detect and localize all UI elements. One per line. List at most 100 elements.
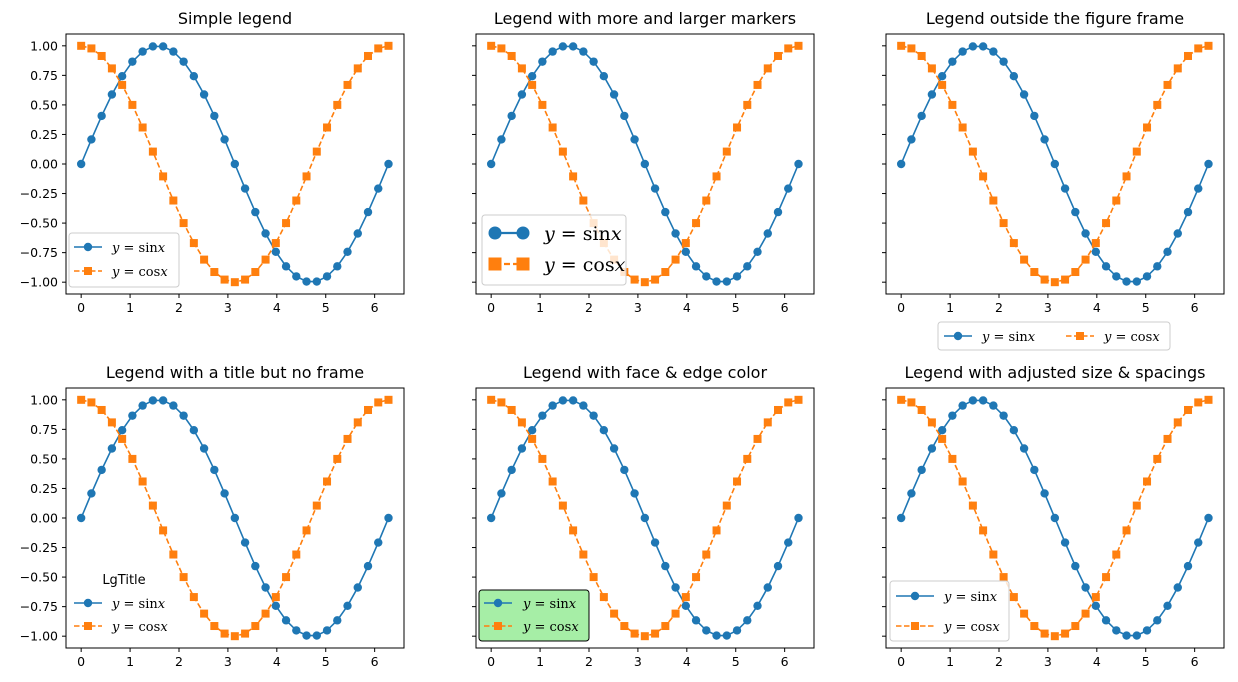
legend-label-part: = xyxy=(951,590,970,605)
data-point-cos xyxy=(753,80,762,89)
legend-label-part: x xyxy=(158,241,166,256)
data-point-cos xyxy=(999,219,1008,228)
data-point-cos xyxy=(312,501,321,510)
x-tick-label: 2 xyxy=(175,654,183,669)
data-point-sin xyxy=(189,425,199,435)
data-point-sin xyxy=(558,42,568,51)
data-point-sin xyxy=(927,90,937,99)
data-point-cos xyxy=(958,477,967,486)
data-point-sin xyxy=(322,272,332,281)
data-point-sin xyxy=(333,262,342,271)
y-tick-label: −1.00 xyxy=(20,275,58,290)
data-point-cos xyxy=(292,196,301,205)
data-point-sin xyxy=(1019,444,1029,453)
data-point-sin xyxy=(117,71,127,81)
x-tick-label: 3 xyxy=(224,654,232,669)
data-point-sin xyxy=(620,111,629,121)
data-point-sin xyxy=(1009,71,1019,81)
legend-label-part: x xyxy=(571,620,579,635)
data-point-sin xyxy=(896,159,906,169)
legend-label-part: = xyxy=(530,620,549,635)
data-point-sin xyxy=(384,513,393,523)
data-point-cos xyxy=(179,573,188,582)
data-point-cos xyxy=(927,418,936,427)
y-tick-label: −0.75 xyxy=(20,245,58,260)
data-point-cos xyxy=(148,147,157,156)
data-point-sin xyxy=(343,247,352,257)
x-tick-label: 5 xyxy=(732,654,740,669)
chart-title: Legend with a title but no frame xyxy=(106,363,364,382)
y-tick-label: −0.50 xyxy=(20,570,58,585)
chart-title: Simple legend xyxy=(178,9,292,28)
data-point-sin xyxy=(702,272,711,281)
data-point-cos xyxy=(651,275,660,284)
data-point-cos xyxy=(251,268,260,277)
data-point-cos xyxy=(169,550,178,559)
legend-label-cos: y = cosx xyxy=(111,265,168,280)
data-point-sin xyxy=(107,444,117,453)
data-point-cos xyxy=(1081,255,1090,264)
legend-label-sin: y = sinx xyxy=(522,597,577,612)
data-point-cos xyxy=(1194,44,1203,53)
x-tick-label: 3 xyxy=(634,300,642,315)
data-point-sin xyxy=(579,401,588,410)
data-point-sin xyxy=(732,272,742,281)
data-point-sin xyxy=(199,444,209,453)
data-point-sin xyxy=(1173,583,1182,592)
data-point-cos xyxy=(548,477,557,486)
data-point-sin xyxy=(548,401,557,410)
data-point-sin xyxy=(158,396,168,405)
data-point-cos xyxy=(712,172,721,181)
data-point-cos xyxy=(569,172,578,181)
y-tick-label: 0.75 xyxy=(30,422,58,437)
data-point-sin xyxy=(486,513,496,523)
data-point-cos xyxy=(1112,196,1121,205)
data-point-cos xyxy=(722,501,731,510)
data-point-cos xyxy=(312,147,321,156)
data-point-cos xyxy=(907,398,916,407)
data-point-sin xyxy=(497,135,506,144)
legend-label-part: y xyxy=(543,254,555,276)
data-point-cos xyxy=(169,196,178,205)
data-point-sin xyxy=(1040,489,1049,498)
data-point-cos xyxy=(107,418,116,427)
data-point-cos xyxy=(1091,593,1100,602)
data-point-cos xyxy=(148,501,157,510)
data-point-cos xyxy=(200,609,209,618)
data-point-sin xyxy=(907,135,916,144)
data-point-sin xyxy=(271,601,281,611)
y-tick-label: 0.75 xyxy=(30,68,58,83)
data-point-sin xyxy=(1122,277,1131,286)
legend-marker xyxy=(911,622,919,630)
data-point-sin xyxy=(958,401,967,410)
data-point-cos xyxy=(558,147,567,156)
legend-label-part: sin xyxy=(550,597,570,612)
data-point-sin xyxy=(968,42,978,51)
data-point-sin xyxy=(1060,184,1070,193)
data-point-sin xyxy=(1132,277,1141,286)
data-point-cos xyxy=(1040,275,1049,284)
data-point-sin xyxy=(650,538,660,547)
data-point-sin xyxy=(169,401,178,410)
data-point-sin xyxy=(671,229,680,238)
data-point-sin xyxy=(1142,272,1152,281)
data-point-cos xyxy=(200,255,209,264)
legend-label-part: x xyxy=(160,620,168,635)
data-point-sin xyxy=(722,277,731,286)
legend-label-part: = xyxy=(119,620,138,635)
data-point-cos xyxy=(323,123,332,132)
data-point-sin xyxy=(384,159,393,169)
y-tick-label: 0.00 xyxy=(30,511,58,526)
data-point-sin xyxy=(1030,111,1039,121)
data-point-sin xyxy=(363,561,373,571)
data-point-sin xyxy=(261,583,270,592)
data-point-sin xyxy=(312,277,321,286)
data-point-sin xyxy=(210,465,219,475)
data-point-sin xyxy=(292,626,301,635)
legend-marker xyxy=(488,257,502,271)
data-point-sin xyxy=(712,631,721,640)
x-tick-label: 2 xyxy=(995,300,1003,315)
legend-label-part: y xyxy=(943,590,952,605)
